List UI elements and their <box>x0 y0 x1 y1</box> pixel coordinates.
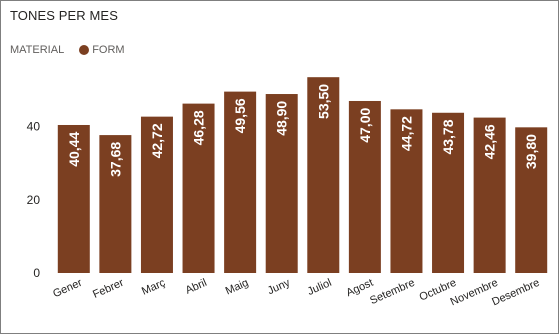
bar <box>348 100 381 273</box>
bar <box>432 112 465 273</box>
x-tick-label: Març <box>140 277 168 298</box>
bar <box>224 91 257 273</box>
bar <box>473 117 506 273</box>
x-tick-label: Abril <box>184 277 209 297</box>
data-label: 53,50 <box>315 84 331 119</box>
data-label: 48,90 <box>274 101 290 136</box>
bar <box>515 127 548 273</box>
data-label: 39,80 <box>523 134 539 169</box>
data-label: 40,44 <box>66 132 82 167</box>
data-label: 43,78 <box>440 119 456 154</box>
legend: MATERIAL FORM <box>10 42 125 58</box>
data-label: 44,72 <box>398 116 414 151</box>
bar <box>390 109 423 273</box>
x-tick-label: Desembre <box>490 277 541 309</box>
y-tick-label: 0 <box>33 266 40 280</box>
bar <box>182 103 215 273</box>
data-label: 47,00 <box>357 108 373 143</box>
x-tick-label: Maig <box>224 277 251 298</box>
data-label: 49,56 <box>232 98 248 133</box>
data-label: 46,28 <box>191 110 207 145</box>
bar <box>307 77 340 273</box>
x-tick-label: Juny <box>266 277 293 298</box>
legend-marker <box>79 45 90 55</box>
data-label: 42,72 <box>149 123 165 158</box>
bar <box>57 124 90 274</box>
y-tick-label: 20 <box>27 193 41 207</box>
legend-title: MATERIAL <box>10 44 65 56</box>
x-tick-label: Gener <box>51 277 84 301</box>
bar <box>265 94 298 273</box>
x-tick-label: Febrer <box>91 277 126 301</box>
x-tick-label: Setembre <box>368 277 416 307</box>
data-label: 42,46 <box>482 124 498 159</box>
bar <box>140 116 173 273</box>
legend-item-form[interactable]: FORM <box>92 44 125 56</box>
x-tick-label: Juliol <box>306 277 334 298</box>
data-label: 37,68 <box>107 142 123 177</box>
chart-title: TONES PER MES <box>10 8 118 23</box>
y-tick-label: 40 <box>27 120 41 134</box>
bar <box>99 135 132 273</box>
